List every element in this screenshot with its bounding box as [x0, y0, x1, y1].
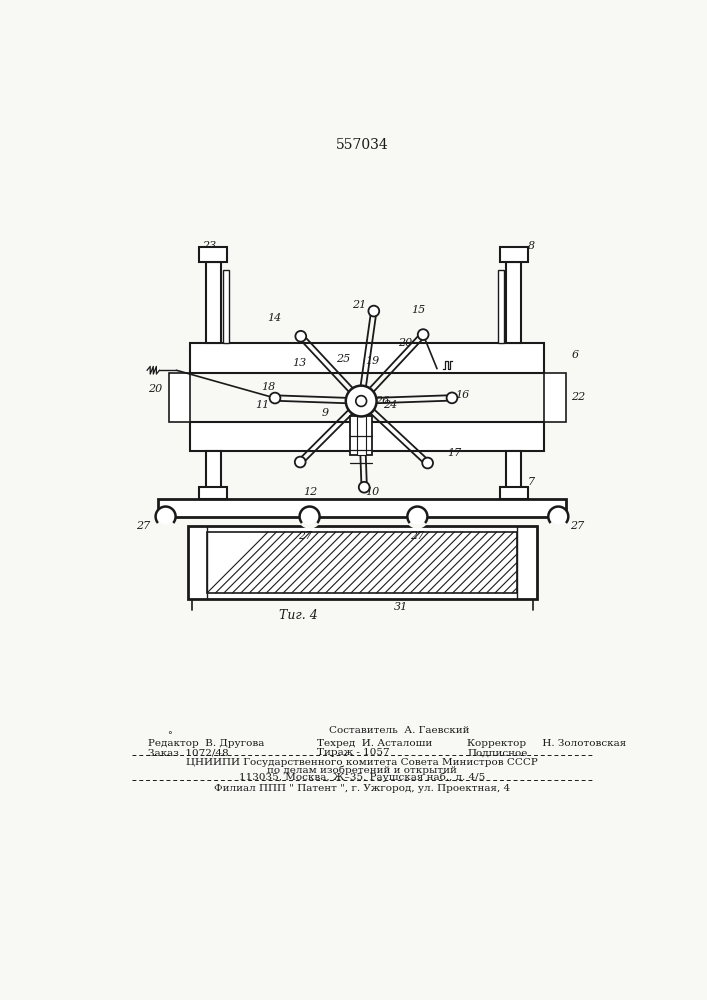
Bar	[206, 262, 221, 343]
Circle shape	[407, 507, 428, 527]
Text: Заказ  1072/48: Заказ 1072/48	[148, 748, 228, 757]
Bar	[188, 526, 537, 599]
Circle shape	[447, 392, 457, 403]
Circle shape	[156, 507, 175, 527]
Text: 11: 11	[255, 400, 269, 410]
Text: 18: 18	[261, 382, 275, 392]
Text: 20: 20	[398, 338, 412, 348]
Text: Филиал ППП " Патент ", г. Ужгород, ул. Проектная, 4: Филиал ППП " Патент ", г. Ужгород, ул. П…	[214, 784, 510, 793]
Text: 16: 16	[455, 390, 469, 400]
Text: 13: 13	[292, 358, 306, 368]
Text: 12: 12	[303, 487, 317, 497]
Bar	[190, 422, 544, 451]
Bar	[500, 247, 527, 262]
Circle shape	[368, 306, 379, 316]
Bar	[544, 373, 566, 422]
Text: 23: 23	[201, 241, 216, 251]
Text: 21: 21	[352, 300, 366, 310]
Text: Редактор  В. Другова: Редактор В. Другова	[148, 739, 264, 748]
Text: Подписное: Подписное	[467, 748, 528, 757]
Circle shape	[418, 329, 428, 340]
Bar	[169, 373, 190, 422]
Text: 25: 25	[337, 354, 351, 364]
Text: 8: 8	[527, 241, 534, 251]
Text: по делам изобретений и открытий: по делам изобретений и открытий	[267, 765, 457, 775]
Text: °: °	[167, 732, 172, 740]
Text: 19: 19	[365, 356, 379, 366]
Bar	[223, 270, 229, 343]
Bar	[506, 451, 521, 499]
Text: 27: 27	[298, 531, 312, 541]
Bar	[500, 487, 527, 499]
Text: 15: 15	[411, 305, 426, 315]
Bar	[199, 487, 227, 499]
Text: Корректор     Н. Золотовская: Корректор Н. Золотовская	[467, 739, 626, 748]
Text: 27: 27	[409, 531, 424, 541]
Text: 6: 6	[571, 350, 578, 360]
Bar	[158, 499, 566, 517]
Text: 9: 9	[321, 408, 328, 418]
Text: 22: 22	[571, 392, 585, 402]
Circle shape	[296, 331, 306, 342]
Circle shape	[346, 386, 377, 416]
Text: 557034: 557034	[336, 138, 388, 152]
Bar	[207, 532, 518, 593]
Text: 26: 26	[375, 396, 390, 406]
Bar	[356, 416, 366, 455]
Circle shape	[300, 507, 320, 527]
Circle shape	[295, 457, 305, 467]
Text: 27: 27	[136, 521, 151, 531]
Text: Составитель  А. Гаевский: Составитель А. Гаевский	[329, 726, 469, 735]
Circle shape	[549, 507, 568, 527]
Circle shape	[358, 482, 370, 493]
Text: 17: 17	[448, 448, 462, 458]
Circle shape	[269, 393, 281, 403]
Bar	[199, 247, 227, 262]
Circle shape	[422, 458, 433, 468]
Bar	[190, 343, 544, 373]
Bar	[206, 451, 221, 499]
Bar	[506, 262, 521, 343]
Text: Техред  И. Асталоши: Техред И. Асталоши	[317, 739, 433, 748]
Text: 7: 7	[527, 477, 534, 487]
Circle shape	[356, 396, 366, 406]
Text: Тираж - 1057: Тираж - 1057	[317, 748, 390, 757]
Text: 113035, Москва, Ж–35, Раушская наб., д. 4/5: 113035, Москва, Ж–35, Раушская наб., д. …	[239, 773, 485, 782]
Text: ЦНИИПИ Государственного комитета Совета Министров СССР: ЦНИИПИ Государственного комитета Совета …	[186, 758, 538, 767]
Text: 14: 14	[267, 313, 281, 323]
Text: 10: 10	[365, 487, 379, 497]
Bar	[498, 270, 504, 343]
Text: Τиг. 4: Τиг. 4	[279, 609, 317, 622]
Text: 31: 31	[395, 602, 409, 612]
Bar	[351, 416, 372, 455]
Text: 20: 20	[148, 384, 162, 394]
Text: 27: 27	[570, 521, 584, 531]
Text: 24: 24	[382, 400, 397, 410]
